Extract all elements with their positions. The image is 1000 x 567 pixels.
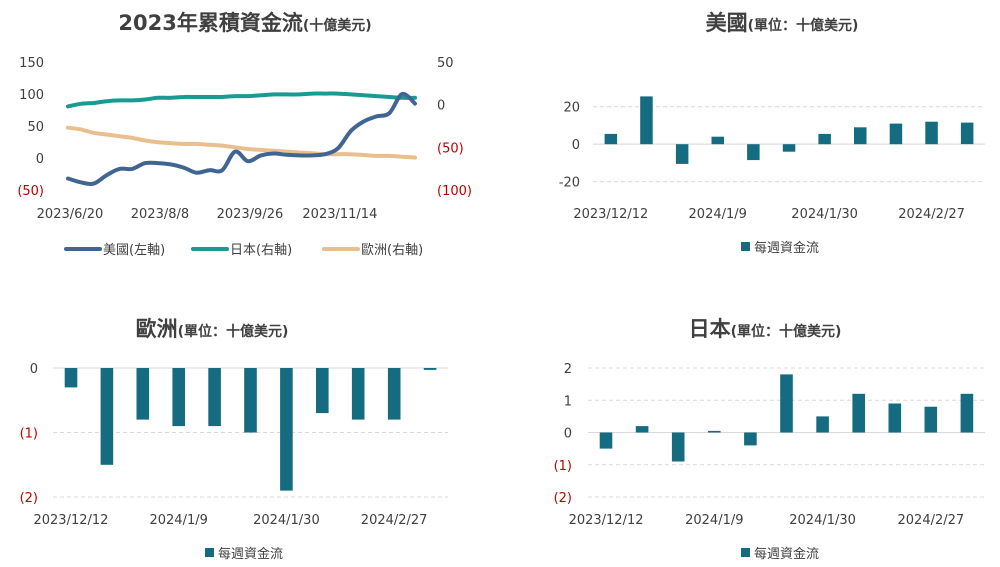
x-axis-tick-label: 2023/12/12 <box>33 513 108 528</box>
us-bar-chart: 20 0 -20 2023/12/12 2024/1/9 2024/1/30 2024/2/… <box>559 96 985 222</box>
bar <box>744 432 757 446</box>
bar <box>280 368 293 491</box>
bar <box>423 368 437 370</box>
legend-swatch-weekly-flow <box>205 548 214 557</box>
y-axis-tick-label: 0 <box>30 362 38 377</box>
x-axis-tick-label: 2024/2/27 <box>361 513 428 528</box>
europe-bar-chart: 0 (1) (2) 2023/12/12 2024/1/9 2024/1/30 2024/2… <box>20 362 448 528</box>
bar <box>854 127 867 145</box>
bar <box>64 368 78 388</box>
x-axis-tick-label: 2024/1/9 <box>685 513 743 528</box>
x-axis-tick-label: 2024/1/9 <box>689 207 747 222</box>
bar <box>316 368 329 414</box>
x-axis-tick-label: 2023/12/12 <box>569 513 644 528</box>
cumulative-line-chart: 150 100 50 0 (50) 50 0 (50) (100) 2023/6/20 2023/8… <box>17 56 472 222</box>
x-axis-tick-label: 2024/1/30 <box>789 513 856 528</box>
bar <box>100 368 114 465</box>
x-axis-tick-label: 2023/8/8 <box>131 207 189 222</box>
bar <box>599 432 613 449</box>
bar <box>136 368 150 420</box>
bar <box>747 144 760 161</box>
legend-label-weekly-flow: 每週資金流 <box>754 546 819 562</box>
bar <box>889 123 903 145</box>
bar <box>924 406 938 433</box>
bar <box>711 136 724 145</box>
y-axis-tick-label: 1 <box>564 394 572 409</box>
bar <box>675 144 689 164</box>
legend-label-us: 美國(左軸) <box>103 243 165 258</box>
legend-label-weekly-flow: 每週資金流 <box>218 546 283 562</box>
bar <box>960 122 974 145</box>
left-axis-tick-label: 0 <box>36 152 44 167</box>
series-line-us <box>66 91 417 187</box>
bar <box>852 393 865 433</box>
x-axis-tick-label: 2024/1/9 <box>149 513 207 528</box>
y-axis-tick-label: -20 <box>559 176 580 191</box>
bar <box>708 430 721 433</box>
japan-chart-title: 日本(單位：十億美元) <box>689 317 842 341</box>
bar <box>604 133 618 145</box>
bar <box>387 368 401 420</box>
bar <box>172 368 185 427</box>
y-axis-tick-label: (1) <box>554 459 572 474</box>
us-legend: 每週資金流 <box>741 240 819 256</box>
bar <box>208 368 221 427</box>
legend-swatch-weekly-flow <box>741 548 750 557</box>
left-axis-tick-label: 100 <box>19 88 44 103</box>
x-axis-tick-label: 2023/11/14 <box>302 207 377 222</box>
x-axis-tick-label: 2024/2/27 <box>898 207 965 222</box>
legend-label-europe: 歐洲(右軸) <box>361 243 423 258</box>
bar <box>888 403 902 433</box>
left-axis-tick-label: (50) <box>17 184 44 199</box>
y-axis-tick-label: 0 <box>572 138 580 153</box>
legend-label-weekly-flow: 每週資金流 <box>754 240 819 256</box>
y-axis-tick-label: (1) <box>20 427 38 442</box>
y-axis-tick-label: (2) <box>20 491 38 506</box>
bar <box>671 432 685 462</box>
right-axis-tick-label: 0 <box>437 99 445 114</box>
x-axis-tick-label: 2024/2/27 <box>898 513 965 528</box>
legend-swatch-weekly-flow <box>741 242 750 251</box>
europe-legend: 每週資金流 <box>205 546 283 562</box>
right-axis-tick-label: (50) <box>437 141 464 156</box>
cumulative-legend: 美國(左軸) 日本(右軸) 歐洲(右軸) <box>64 243 423 258</box>
bar <box>780 374 793 433</box>
legend-label-japan: 日本(右軸) <box>230 243 292 258</box>
right-axis-tick-label: 50 <box>437 56 454 71</box>
japan-bar-chart: 2 1 0 (1) (2) 2023/12/12 2024/1/9 2024/1/30 2024… <box>554 362 985 528</box>
x-axis-tick-label: 2023/12/12 <box>573 207 648 222</box>
x-axis-tick-label: 2024/1/30 <box>791 207 858 222</box>
x-axis-tick-label: 2023/9/26 <box>217 207 284 222</box>
left-axis-tick-label: 150 <box>19 56 44 71</box>
bar <box>244 368 257 433</box>
bar <box>635 426 649 433</box>
bar <box>816 416 829 433</box>
x-axis-tick-label: 2023/6/20 <box>37 207 104 222</box>
right-axis-tick-label: (100) <box>437 184 472 199</box>
x-axis-tick-label: 2024/1/30 <box>253 513 320 528</box>
bar <box>960 393 974 433</box>
europe-chart-title: 歐洲(單位：十億美元) <box>136 317 289 341</box>
left-axis-tick-label: 50 <box>27 120 44 135</box>
bar <box>925 121 938 145</box>
bar <box>351 368 365 420</box>
y-axis-tick-label: 20 <box>563 101 580 116</box>
japan-legend: 每週資金流 <box>741 546 819 562</box>
series-line-japan <box>66 91 417 109</box>
us-chart-title: 美國(單位：十億美元) <box>706 11 859 35</box>
y-axis-tick-label: (2) <box>554 491 572 506</box>
bar <box>818 133 831 145</box>
bar <box>782 144 796 152</box>
y-axis-tick-label: 2 <box>564 362 572 377</box>
bar <box>640 96 653 145</box>
y-axis-tick-label: 0 <box>564 427 572 442</box>
cumulative-chart-title: 2023年累積資金流(十億美元) <box>118 11 371 35</box>
series-line-europe <box>66 125 417 160</box>
